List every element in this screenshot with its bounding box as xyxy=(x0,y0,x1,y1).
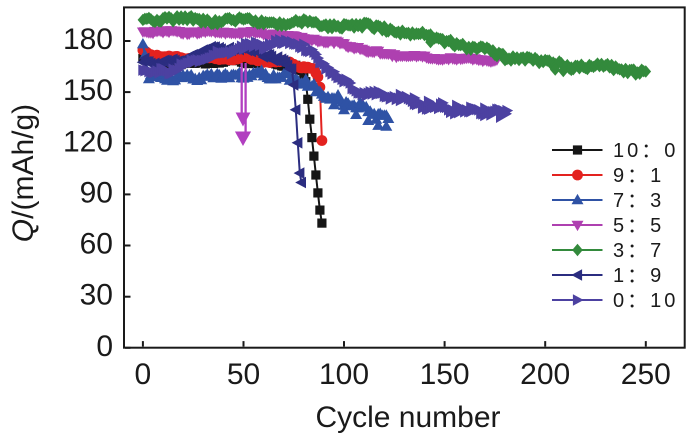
svg-text:150: 150 xyxy=(420,358,470,391)
svg-text:200: 200 xyxy=(520,358,570,391)
svg-text:0: 0 xyxy=(96,330,113,363)
svg-text:1：9: 1：9 xyxy=(613,265,664,287)
svg-text:0: 0 xyxy=(135,358,152,391)
svg-text:60: 60 xyxy=(80,228,113,261)
svg-text:Q/(mAh/g): Q/(mAh/g) xyxy=(7,104,40,242)
svg-text:7：3: 7：3 xyxy=(613,190,664,212)
svg-text:9：1: 9：1 xyxy=(613,165,664,187)
svg-text:90: 90 xyxy=(80,176,113,209)
svg-text:250: 250 xyxy=(621,358,671,391)
svg-text:0：10: 0：10 xyxy=(613,290,678,312)
svg-text:100: 100 xyxy=(319,358,369,391)
svg-text:30: 30 xyxy=(80,279,113,312)
svg-text:10：0: 10：0 xyxy=(613,140,678,162)
svg-text:Cycle number: Cycle number xyxy=(315,401,500,434)
svg-text:180: 180 xyxy=(63,23,113,56)
svg-text:3：7: 3：7 xyxy=(613,240,664,262)
svg-text:150: 150 xyxy=(63,74,113,107)
svg-text:120: 120 xyxy=(63,125,113,158)
svg-text:5：5: 5：5 xyxy=(613,215,664,237)
svg-text:50: 50 xyxy=(227,358,260,391)
